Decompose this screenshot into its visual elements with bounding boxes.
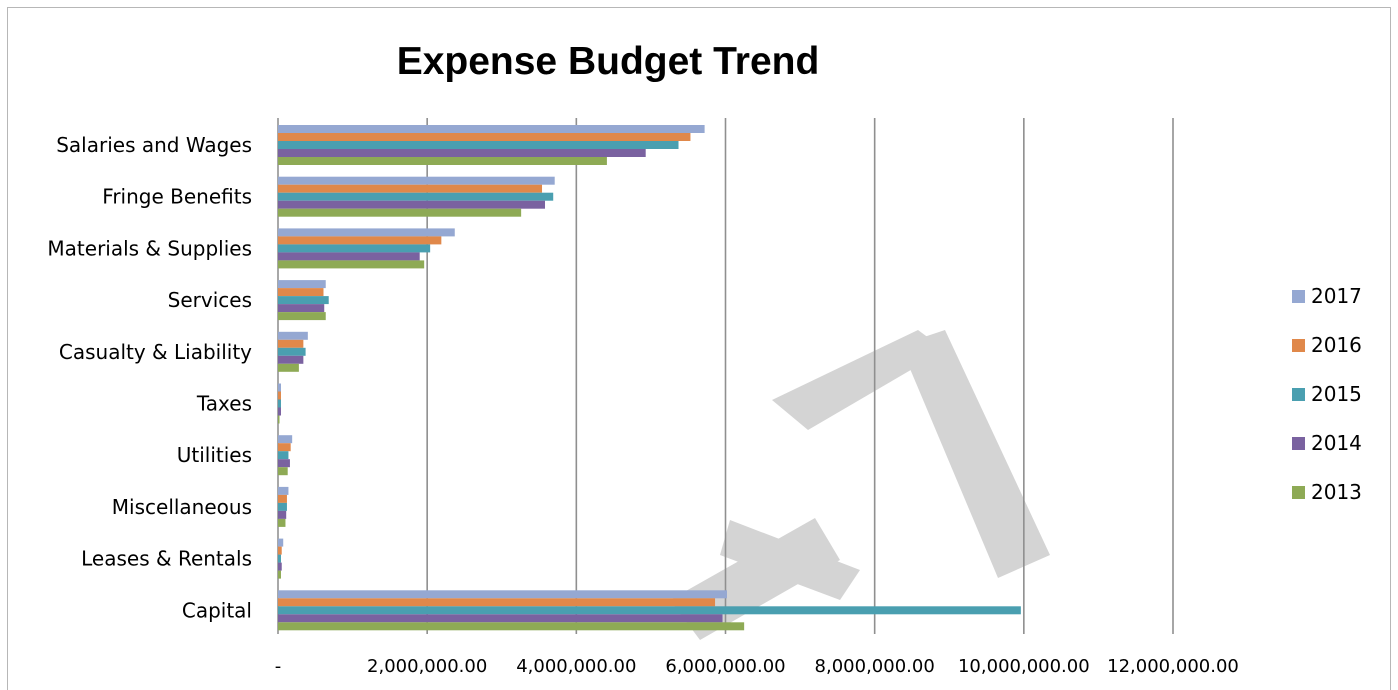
x-tick-label: - bbox=[275, 656, 282, 677]
bar-2013 bbox=[278, 157, 607, 165]
bar-2015 bbox=[278, 244, 431, 253]
bar-2017 bbox=[278, 383, 281, 392]
bar-2014 bbox=[278, 252, 420, 261]
bar-2016 bbox=[278, 598, 716, 607]
bar-2017 bbox=[278, 590, 727, 599]
bar-2014 bbox=[278, 459, 290, 468]
category-label: Fringe Benefits bbox=[102, 185, 252, 209]
category-label: Miscellaneous bbox=[112, 495, 252, 519]
legend: 2017 2016 2015 2014 2013 bbox=[1292, 284, 1362, 504]
bar-2016 bbox=[278, 288, 324, 297]
bar-2015 bbox=[278, 606, 1021, 615]
chart-title: Expense Budget Trend bbox=[397, 40, 820, 83]
bar-2013 bbox=[278, 260, 425, 269]
bar-2015 bbox=[278, 502, 287, 511]
category-label: Taxes bbox=[196, 392, 252, 416]
bar-2016 bbox=[278, 184, 543, 193]
bar-2013 bbox=[278, 622, 745, 631]
bar-2015 bbox=[278, 554, 281, 563]
bar-2017 bbox=[278, 228, 455, 237]
legend-swatch bbox=[1292, 388, 1305, 401]
category-label: Leases & Rentals bbox=[81, 547, 252, 571]
legend-label: 2014 bbox=[1311, 431, 1362, 455]
bar-2014 bbox=[278, 304, 325, 313]
bar-2015 bbox=[278, 141, 679, 149]
category-label: Casualty & Liability bbox=[59, 340, 252, 364]
bar-2016 bbox=[278, 236, 442, 245]
x-tick-label: 6,000,000.00 bbox=[665, 656, 785, 677]
bars bbox=[278, 125, 1021, 631]
bar-2017 bbox=[278, 435, 293, 444]
category-labels: Salaries and Wages Fringe Benefits Materia… bbox=[47, 133, 252, 622]
x-tick-label: 2,000,000.00 bbox=[367, 656, 487, 677]
category-label: Capital bbox=[182, 598, 252, 622]
bar-2014 bbox=[278, 614, 723, 623]
legend-label: 2017 bbox=[1311, 284, 1362, 308]
bar-2017 bbox=[278, 280, 326, 289]
watermark-logo bbox=[670, 330, 1050, 640]
bar-2014 bbox=[278, 200, 546, 209]
x-tick-label: 12,000,000.00 bbox=[1107, 656, 1239, 677]
chart-frame bbox=[7, 7, 1391, 690]
legend-swatch bbox=[1292, 339, 1305, 352]
bar-2015 bbox=[278, 296, 329, 305]
category-label: Materials & Supplies bbox=[47, 236, 252, 260]
bar-2015 bbox=[278, 399, 281, 408]
category-label: Utilities bbox=[177, 443, 252, 467]
bar-2013 bbox=[278, 415, 280, 424]
legend-label: 2015 bbox=[1311, 382, 1362, 406]
gridlines bbox=[277, 118, 1174, 634]
x-tick-label: 4,000,000.00 bbox=[516, 656, 636, 677]
bar-2015 bbox=[278, 192, 554, 201]
bar-2016 bbox=[278, 339, 304, 348]
category-label: Services bbox=[168, 288, 252, 312]
bar-2017 bbox=[278, 125, 705, 133]
bar-2017 bbox=[278, 331, 308, 340]
bar-2016 bbox=[278, 133, 691, 141]
x-tick-label: 10,000,000.00 bbox=[958, 656, 1090, 677]
legend-swatch bbox=[1292, 290, 1305, 303]
category-label: Salaries and Wages bbox=[56, 133, 252, 157]
x-tick-label: 8,000,000.00 bbox=[815, 656, 935, 677]
bar-2016 bbox=[278, 443, 291, 452]
bar-2014 bbox=[278, 510, 287, 519]
legend-label: 2016 bbox=[1311, 333, 1362, 357]
bar-2015 bbox=[278, 451, 289, 460]
bar-2017 bbox=[278, 486, 289, 495]
bar-2013 bbox=[278, 312, 326, 321]
bar-2013 bbox=[278, 467, 288, 476]
legend-swatch bbox=[1292, 486, 1305, 499]
bar-2014 bbox=[278, 562, 282, 571]
legend-label: 2013 bbox=[1311, 480, 1362, 504]
bar-2013 bbox=[278, 570, 281, 579]
bar-2017 bbox=[278, 538, 284, 547]
bar-2015 bbox=[278, 347, 306, 356]
bar-2013 bbox=[278, 208, 522, 217]
legend-swatch bbox=[1292, 437, 1305, 450]
bar-2014 bbox=[278, 149, 646, 157]
bar-2016 bbox=[278, 494, 287, 503]
bar-2014 bbox=[278, 407, 281, 416]
x-axis-tick-labels: - 2,000,000.00 4,000,000.00 6,000,000.00 8,0… bbox=[275, 656, 1239, 677]
bar-2017 bbox=[278, 176, 555, 185]
bar-2014 bbox=[278, 355, 304, 364]
bar-2016 bbox=[278, 391, 281, 400]
bar-2016 bbox=[278, 546, 282, 555]
bar-2013 bbox=[278, 518, 286, 527]
bar-2013 bbox=[278, 363, 299, 372]
